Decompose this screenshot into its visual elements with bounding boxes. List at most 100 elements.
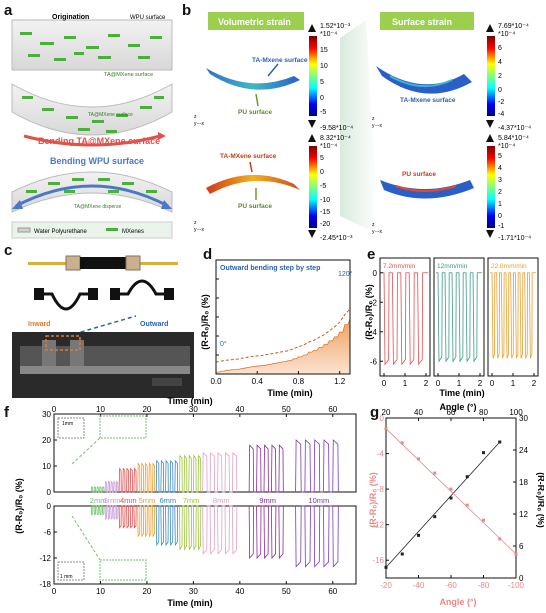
g-top-tick-label: 100 xyxy=(509,408,523,417)
f-top-series-8 xyxy=(295,439,339,493)
svg-text:-20: -20 xyxy=(320,221,330,228)
colorbar-4 xyxy=(487,146,495,228)
g-ylabel-left: (R-R₀)/R₀ (%) xyxy=(368,472,378,528)
legend-wpu-swatch xyxy=(17,227,31,233)
svg-text:5: 5 xyxy=(320,155,324,162)
cb1-unit: *10⁻⁴ xyxy=(320,31,337,38)
vol2-pu-label: PU surface xyxy=(238,203,272,210)
g-bot-tick-label: -40 xyxy=(413,581,425,590)
e-xtick-label: 1 xyxy=(511,379,516,388)
d-ylabel: (R-R₀)/R₀ (%) xyxy=(200,294,210,350)
f-top-xtick-label: 30 xyxy=(189,405,198,414)
mxene-flakes-bent2 xyxy=(26,178,157,193)
g-point-outward xyxy=(482,451,485,455)
panel-label-f: f xyxy=(4,404,9,421)
f-top-xtick-label: 20 xyxy=(142,405,151,414)
vol1-pu-label: PU surface xyxy=(238,109,272,116)
f-inset-bot-2 xyxy=(99,559,147,581)
bending-wpu-label: Bending WPU surface xyxy=(50,156,144,166)
svg-text:3: 3 xyxy=(498,177,502,184)
f-top-series-7 xyxy=(248,444,284,493)
g-bot-tick-label: -80 xyxy=(478,581,490,590)
f-inset-bot-1 xyxy=(57,561,85,581)
f-bot-xtick-label: 30 xyxy=(189,587,198,596)
panel-label-e: e xyxy=(367,246,376,263)
f-top-frame xyxy=(53,413,357,493)
cb3-min: -2.45*10⁻³ xyxy=(320,235,353,242)
f-bot-xtick-label: 0 xyxy=(52,587,57,596)
svg-text:-15: -15 xyxy=(320,209,330,216)
svg-text:0: 0 xyxy=(498,87,502,94)
g-point-outward xyxy=(417,533,420,537)
svg-text:15: 15 xyxy=(320,47,328,54)
g-point-outward xyxy=(433,515,437,519)
f-bot-xtick-label: 60 xyxy=(328,587,337,596)
f-top-series-3 xyxy=(137,462,156,493)
e-series-label-1: 12mm/min xyxy=(437,263,468,270)
f-top-xtick-label: 10 xyxy=(96,405,105,414)
g-left-tick-label: -12 xyxy=(372,521,384,530)
cb4-unit: *10⁻⁴ xyxy=(498,143,515,150)
d-xlabel: Time (min) xyxy=(267,388,312,398)
g-right-tick-label: 18 xyxy=(519,478,528,487)
ta-mxene-disperse-label: TA@MXene disperse xyxy=(74,204,121,210)
surf2-pu-label: PU surface xyxy=(402,171,436,178)
f-inset-bot-label: 1 mm xyxy=(60,574,73,580)
f-series-label-2: 4mm xyxy=(120,496,137,505)
g-point-inward xyxy=(400,441,404,445)
d-xtick-label: 0.8 xyxy=(293,377,305,386)
g-bot-tick-label: -20 xyxy=(380,581,392,590)
cb4-max: 5.84*10⁻⁴ xyxy=(498,135,529,142)
e-series-line-1 xyxy=(436,272,482,363)
f-top-xtick-label: 60 xyxy=(328,405,337,414)
surf-shape-2 xyxy=(380,180,474,199)
surface-header xyxy=(380,12,474,30)
svg-text:4: 4 xyxy=(498,59,502,66)
g-point-inward xyxy=(449,487,453,491)
svg-text:-2: -2 xyxy=(498,99,504,106)
legend-wpu-label: Water Polyurethane xyxy=(34,229,87,235)
svg-text:5: 5 xyxy=(320,79,324,86)
f-bot-xtick-label: 10 xyxy=(96,587,105,596)
e-ytick-label: -4 xyxy=(370,328,378,337)
svg-text:z: z xyxy=(194,220,197,226)
g-point-inward xyxy=(384,427,388,431)
g-point-inward xyxy=(465,503,469,507)
colorbar-3 xyxy=(309,146,317,228)
svg-text:2: 2 xyxy=(498,189,502,196)
vol-shape-2 xyxy=(206,174,300,194)
e-xtick-label: 2 xyxy=(424,379,429,388)
mxene-flakes-flat xyxy=(20,32,162,61)
volumetric-header xyxy=(208,12,304,30)
g-left-tick-label: -8 xyxy=(377,485,385,494)
f-inset-top-label: 1mm xyxy=(62,421,73,427)
f-top-series-0 xyxy=(90,486,105,493)
svg-text:-10: -10 xyxy=(320,197,330,204)
g-right-tick-label: 0 xyxy=(519,574,524,583)
e-ytick-label: -6 xyxy=(370,357,378,366)
g-bot-tick-label: -60 xyxy=(445,581,457,590)
svg-text:y·--x: y·--x xyxy=(194,121,204,127)
origination-label: Origination xyxy=(52,14,89,21)
panel-c-photo: Inward Outward xyxy=(12,250,194,398)
g-point-inward xyxy=(482,518,485,522)
e-series-line-0 xyxy=(382,272,428,366)
chart-g: Angle (°) Angle (°) (R-R₀)/R₀ (%) (R-R₀)… xyxy=(368,402,546,607)
g-top-tick-label: 80 xyxy=(479,408,488,417)
svg-text:-5: -5 xyxy=(320,183,326,190)
axes-1: z xyxy=(194,114,197,120)
svg-text:-5: -5 xyxy=(320,109,326,116)
f-bot-frame xyxy=(53,505,357,585)
chart-f: Time (min) Time (min) (R-R₀)/R₀ (%) 2mm3… xyxy=(14,396,357,608)
g-xlabel-bottom: Angle (°) xyxy=(439,597,476,607)
g-right-tick-label: 30 xyxy=(519,414,528,423)
f-inset-top-2 xyxy=(99,415,147,439)
svg-text:0: 0 xyxy=(498,213,502,220)
f-bot-series-3 xyxy=(137,505,156,538)
d-end-angle: 120° xyxy=(338,270,353,278)
d-xtick-label: 0.4 xyxy=(252,377,264,386)
d-area xyxy=(215,318,351,375)
e-xtick-label: 0 xyxy=(436,379,441,388)
f-bot-ytick-label: -12 xyxy=(39,554,51,563)
f-bot-series-6 xyxy=(202,505,238,555)
